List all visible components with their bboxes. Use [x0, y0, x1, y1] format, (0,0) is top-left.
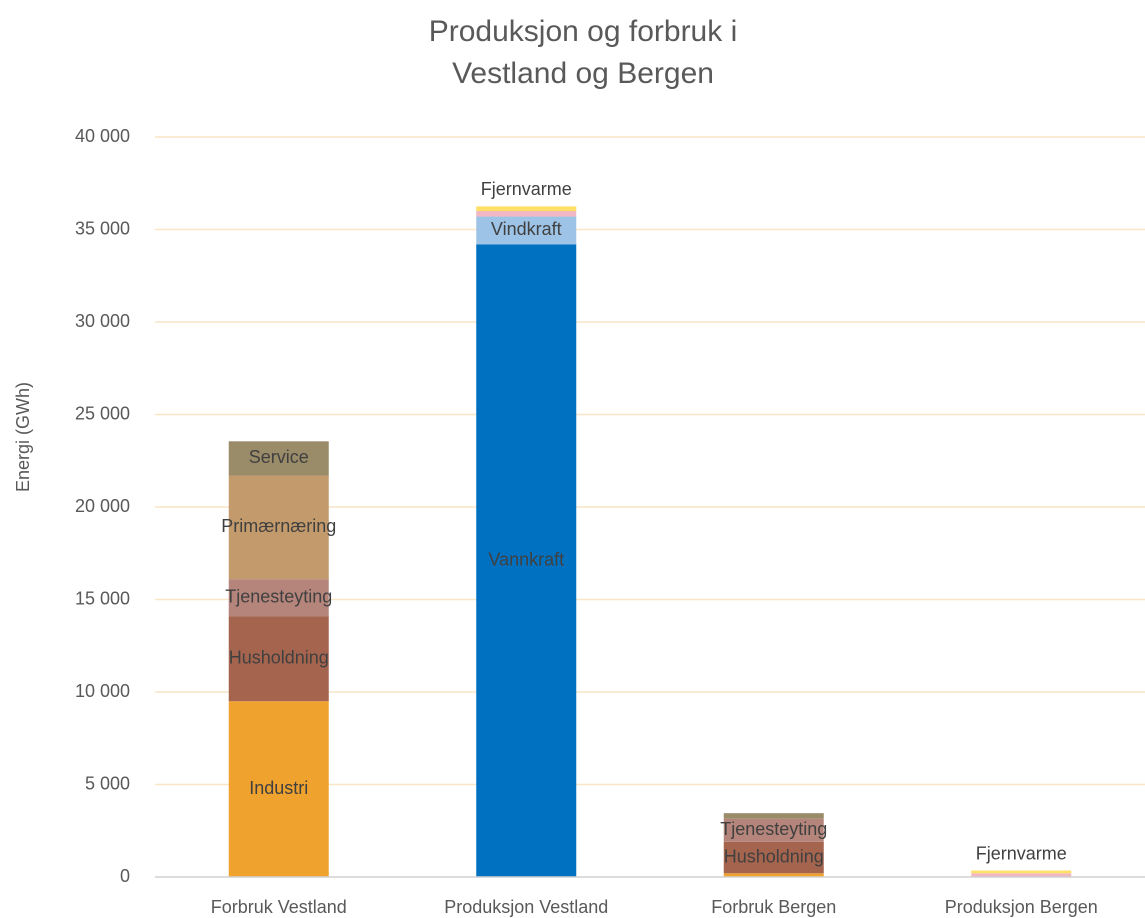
bar-segment [476, 206, 577, 211]
segment-label: Fjernvarme [481, 179, 572, 199]
x-tick-label: Forbruk Bergen [711, 897, 836, 917]
segment-label: Husholdning [229, 647, 329, 667]
y-tick-label: 35 000 [75, 218, 130, 238]
y-tick-label: 20 000 [75, 496, 130, 516]
y-tick-label: 0 [120, 866, 130, 886]
bar-segment [723, 841, 824, 874]
chart-title: Vestland og Bergen [452, 57, 714, 90]
segment-label: Vannkraft [488, 549, 564, 569]
bar-segment [971, 873, 1072, 877]
bar-segment [476, 211, 577, 217]
y-tick-label: 25 000 [75, 403, 130, 423]
bar-segment [476, 216, 577, 245]
bar-segment [228, 701, 329, 877]
segment-label: Industri [249, 778, 308, 798]
bar-segment [723, 873, 824, 877]
segment-label: Vindkraft [491, 219, 562, 239]
segment-label: Tjenesteyting [720, 819, 827, 839]
y-tick-label: 5 000 [85, 773, 130, 793]
segment-label: Primærnæring [221, 516, 336, 536]
bar-segment [476, 244, 577, 878]
bar-segment [228, 475, 329, 580]
bar-segment [723, 813, 824, 819]
bar-segment [228, 441, 329, 476]
bar-segment [228, 616, 329, 702]
segment-label: Tjenesteyting [225, 586, 332, 606]
segment-label: Service [249, 447, 309, 467]
bar-segment [723, 818, 824, 842]
segment-label: Fjernvarme [976, 843, 1067, 863]
y-tick-label: 10 000 [75, 681, 130, 701]
y-axis-label: Energi (GWh) [13, 382, 33, 492]
y-tick-label: 40 000 [75, 126, 130, 146]
y-tick-label: 30 000 [75, 311, 130, 331]
x-tick-label: Produksjon Bergen [945, 897, 1098, 917]
bar-segment [228, 579, 329, 617]
segment-label: Husholdning [724, 846, 824, 866]
y-tick-label: 15 000 [75, 588, 130, 608]
x-tick-label: Produksjon Vestland [444, 897, 608, 917]
x-tick-label: Forbruk Vestland [211, 897, 347, 917]
bar-segment [971, 870, 1072, 874]
chart-title: Produksjon og forbruk i [429, 15, 738, 48]
